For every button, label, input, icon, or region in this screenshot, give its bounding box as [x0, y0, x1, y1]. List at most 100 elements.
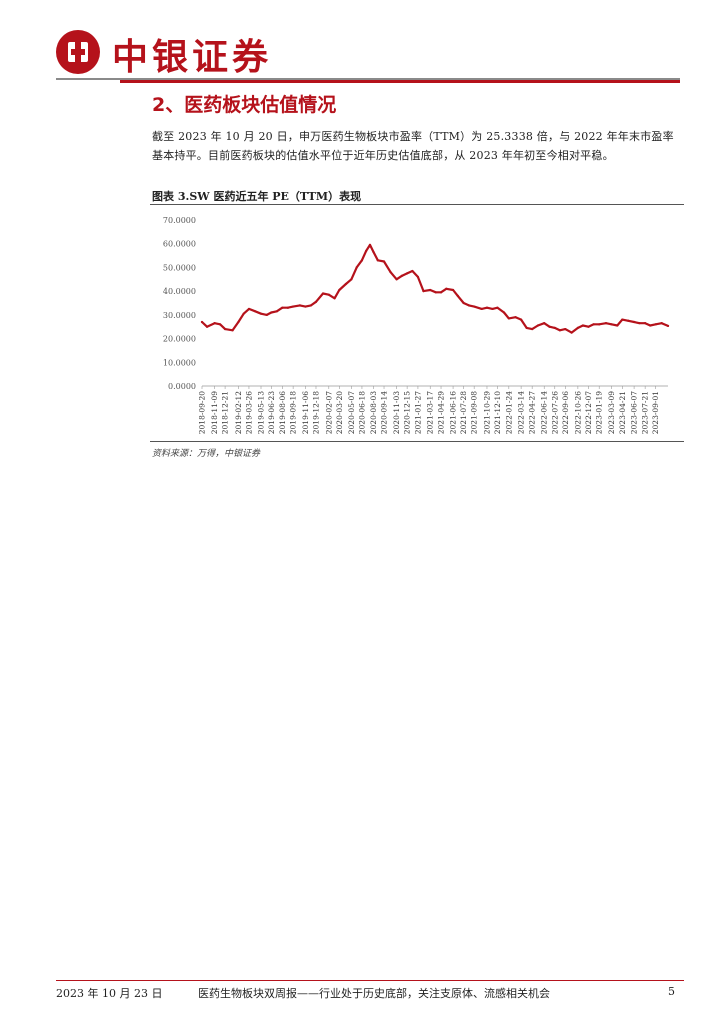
x-tick-label: 2021-04-29 — [437, 391, 446, 434]
data-point — [531, 327, 534, 331]
x-tick-label: 2019-03-26 — [244, 391, 253, 434]
body-paragraph: 截至 2023 年 10 月 20 日，申万医药生物板块市盈率（TTM）为 25… — [152, 130, 674, 162]
data-point — [292, 305, 295, 308]
x-tick-label: 2021-12-10 — [493, 391, 502, 434]
header-divider — [56, 78, 680, 80]
data-point — [462, 301, 465, 305]
bank-logo-icon — [56, 30, 100, 74]
data-point — [355, 266, 358, 269]
data-point — [434, 291, 437, 294]
data-point — [242, 312, 245, 315]
data-point — [401, 274, 404, 277]
x-tick-label: 2018-09-20 — [198, 391, 207, 434]
data-point — [439, 291, 443, 294]
data-point — [633, 320, 636, 324]
y-tick-label: 20.0000 — [163, 335, 196, 344]
data-point — [389, 271, 392, 274]
x-tick-label: 2023-07-21 — [641, 391, 650, 434]
data-point — [548, 325, 551, 328]
data-point — [638, 322, 641, 325]
data-point — [467, 304, 470, 307]
data-point — [304, 305, 307, 308]
x-tick-label: 2023-01-19 — [595, 391, 604, 434]
x-tick-label: 2020-02-07 — [324, 391, 333, 434]
x-tick-label: 2022-09-06 — [561, 391, 570, 434]
data-point — [254, 310, 257, 313]
data-point — [592, 323, 595, 326]
y-tick-label: 30.0000 — [163, 311, 196, 320]
x-tick-label: 2022-01-24 — [504, 391, 513, 434]
x-tick-label: 2023-03-09 — [607, 391, 616, 434]
x-tick-label: 2022-07-26 — [550, 391, 559, 434]
data-point — [382, 260, 386, 263]
data-point — [543, 322, 546, 325]
x-tick-label: 2022-04-27 — [528, 391, 537, 434]
x-tick-label: 2022-10-26 — [573, 391, 582, 434]
data-point — [237, 320, 240, 324]
data-point — [429, 288, 432, 292]
data-point — [281, 306, 284, 309]
figure-bottom-rule — [150, 441, 684, 442]
pe-line-chart: 0.0000 10.0000 20.0000 30.0000 40.0000 50.000… — [163, 216, 670, 434]
data-point — [372, 250, 375, 254]
x-tick-label: 2020-05-07 — [347, 391, 356, 434]
data-point — [536, 324, 540, 327]
x-tick-label: 2019-11-06 — [301, 391, 310, 434]
footer-report-title: 医药生物板块双周报——行业处于历史底部，关注支原体、流感相关机会 — [198, 987, 550, 1000]
data-point — [604, 322, 608, 325]
data-point — [365, 249, 368, 252]
y-tick-label: 60.0000 — [163, 240, 196, 249]
data-point — [395, 278, 398, 281]
x-tick-label: 2019-08-06 — [278, 391, 287, 434]
data-point — [553, 326, 556, 329]
data-point — [213, 322, 216, 325]
x-tick-label: 2020-08-03 — [369, 391, 378, 434]
data-point — [376, 259, 379, 262]
data-point — [507, 317, 510, 320]
x-tick-label: 2020-03-20 — [335, 391, 344, 434]
data-point — [445, 287, 448, 290]
data-point — [644, 322, 647, 325]
data-point — [451, 288, 455, 292]
section-title: 2、医药板块估值情况 — [152, 94, 337, 116]
footer-divider — [56, 980, 684, 981]
header-accent-rule — [120, 80, 680, 83]
data-point — [205, 325, 209, 328]
page-number: 5 — [668, 985, 675, 998]
page-header: 中银证券 — [0, 0, 724, 84]
data-point — [502, 311, 506, 314]
data-point — [587, 325, 590, 328]
x-tick-label: 2019-06-23 — [267, 391, 276, 434]
data-point — [360, 259, 364, 262]
data-point — [485, 306, 489, 309]
data-point — [416, 275, 420, 279]
data-point — [406, 272, 409, 275]
x-tick-label: 2022-03-14 — [517, 391, 526, 434]
x-tick-label: 2023-06-07 — [630, 391, 639, 434]
data-point — [321, 292, 325, 295]
data-point — [286, 306, 289, 309]
data-point — [525, 326, 528, 329]
data-point — [344, 282, 347, 286]
figure-source: 资料来源：万得，中银证券 — [152, 449, 261, 459]
data-point — [333, 297, 336, 300]
x-tick-label: 2020-11-03 — [392, 391, 401, 434]
x-tick-label: 2021-06-16 — [449, 391, 458, 434]
x-tick-label: 2019-02-12 — [234, 391, 243, 434]
x-tick-label: 2023-09-01 — [651, 391, 660, 434]
data-point — [654, 323, 657, 326]
x-tick-label: 2022-12-07 — [584, 391, 593, 434]
y-tick-label: 50.0000 — [163, 263, 196, 272]
x-tick-label: 2018-12-21 — [221, 391, 230, 434]
footer-date: 2023 年 10 月 23 日 — [56, 987, 163, 1000]
data-point — [627, 319, 630, 322]
data-point — [275, 310, 278, 313]
x-tick-label: 2020-09-14 — [380, 391, 389, 434]
data-point — [496, 306, 499, 309]
y-tick-label: 0.0000 — [168, 382, 196, 391]
x-tick-label: 2023-04-21 — [618, 391, 627, 434]
data-point — [576, 326, 579, 329]
x-tick-label: 2019-05-13 — [257, 391, 266, 434]
data-point — [314, 300, 318, 303]
data-point — [598, 323, 601, 326]
